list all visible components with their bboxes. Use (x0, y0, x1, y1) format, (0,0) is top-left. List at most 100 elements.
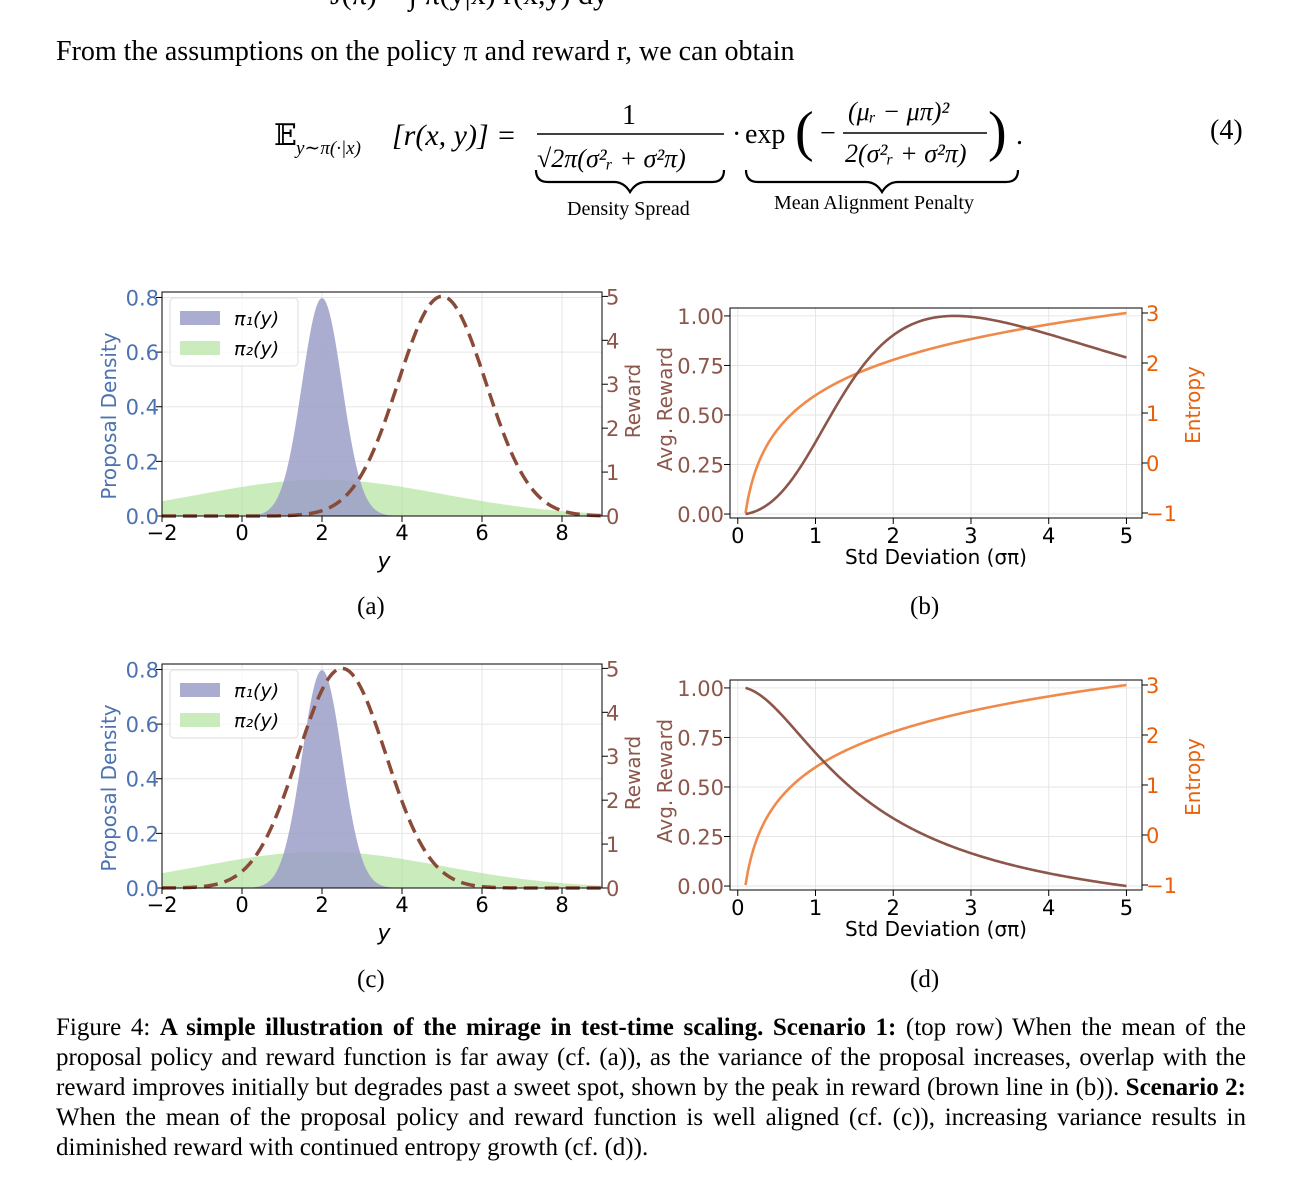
y-left-axis-label: Avg. Reward (653, 347, 677, 471)
y-right-tick-label: −1 (1146, 502, 1177, 526)
brace-label-density: Density Spread (567, 198, 690, 220)
legend-pi2-label: π₂(y) (234, 710, 279, 732)
eq-exp: exp (745, 119, 785, 150)
y-right-tick-label: 1 (1146, 774, 1159, 798)
y-right-tick-label: 5 (606, 285, 619, 309)
legend-pi2-swatch (180, 713, 220, 727)
subfig-label-d: (d) (910, 966, 940, 993)
avg-reward-line (745, 686, 1127, 888)
eq-expectation: 𝔼 (274, 119, 297, 152)
y-right-tick-label: 2 (606, 417, 619, 441)
y-right-tick-label: 0 (606, 505, 619, 529)
cut-off-equation: J(π) = ∫ π(y|x) r(x,y) dy (330, 0, 608, 12)
eq-exp-num: (μᵣ − μπ)² (848, 97, 950, 126)
y-left-tick-label: 0.50 (677, 404, 724, 428)
x-tick-label: −2 (147, 521, 178, 545)
eq-paren-left: ( (795, 101, 814, 163)
y-left-tick-label: 1.00 (677, 305, 724, 329)
y-left-axis-label: Proposal Density (97, 332, 121, 499)
x-tick-label: 0 (731, 524, 744, 548)
x-tick-label: 6 (475, 521, 488, 545)
x-tick-label: 0 (235, 893, 248, 917)
entropy-line (744, 683, 1127, 886)
x-axis-label: Std Deviation (σπ) (845, 545, 1027, 569)
eq-frac-num: 1 (622, 100, 636, 131)
y-right-tick-label: 2 (1146, 352, 1159, 376)
y-left-axis-label: Avg. Reward (653, 719, 677, 843)
y-left-tick-label: 0.25 (677, 454, 724, 478)
y-right-tick-label: 3 (606, 373, 619, 397)
y-left-tick-label: 0.2 (126, 450, 159, 474)
y-right-axis-label: Entropy (1181, 738, 1205, 816)
y-right-tick-label: 2 (1146, 724, 1159, 748)
y-left-tick-label: 0.4 (126, 396, 159, 420)
entropy-line (744, 311, 1127, 514)
caption-scenario2-label: Scenario 2: (1125, 1074, 1246, 1101)
y-left-tick-label: 0.25 (677, 826, 724, 850)
y-right-tick-label: 2 (606, 789, 619, 813)
x-tick-label: 2 (315, 893, 328, 917)
y-left-tick-label: 0.2 (126, 822, 159, 846)
equation-4: 𝔼 y∼π(·|x) [r(x, y)] = 1 √2π(σ²ᵣ + σ²π) … (274, 97, 1023, 220)
x-tick-label: 4 (1042, 524, 1055, 548)
y-left-tick-label: 0.4 (126, 768, 159, 792)
brace-density-spread (534, 169, 726, 195)
intro-sentence: From the assumptions on the policy π and… (56, 36, 795, 67)
caption-title: A simple illustration of the mirage in t… (159, 1014, 764, 1041)
x-tick-label: 3 (964, 896, 977, 920)
pi2-density-area (162, 479, 602, 516)
x-tick-label: 8 (555, 893, 568, 917)
caption-scenario2-text: When the mean of the proposal policy and… (56, 1104, 1246, 1161)
y-left-tick-label: 0.8 (126, 286, 159, 310)
pi2-density-area (162, 851, 602, 888)
x-tick-label: 6 (475, 893, 488, 917)
y-left-tick-label: 0.00 (677, 875, 724, 899)
subfig-label-c: (c) (357, 966, 385, 993)
y-left-tick-label: 0.50 (677, 776, 724, 800)
y-right-tick-label: 4 (606, 701, 619, 725)
eq-dot: · (732, 119, 741, 150)
eq-trail: . (1016, 120, 1023, 151)
x-tick-label: 2 (887, 896, 900, 920)
x-tick-label: 4 (1042, 896, 1055, 920)
y-left-tick-label: 0.75 (677, 354, 724, 378)
y-right-tick-label: 4 (606, 329, 619, 353)
legend: π₁(y) π₂(y) (169, 669, 299, 739)
caption-prefix: Figure 4: (56, 1014, 160, 1041)
y-right-tick-label: 3 (606, 745, 619, 769)
legend-pi1-swatch (180, 311, 220, 325)
eq-minus: − (820, 118, 836, 149)
legend: π₁(y) π₂(y) (169, 297, 299, 367)
y-right-tick-label: 0 (1146, 452, 1159, 476)
y-right-tick-label: 1 (606, 833, 619, 857)
y-left-tick-label: 1.00 (677, 677, 724, 701)
legend-pi1-label: π₁(y) (234, 680, 279, 702)
x-tick-label: 2 (315, 521, 328, 545)
x-tick-label: 5 (1120, 524, 1133, 548)
x-axis-label: y (376, 921, 391, 946)
y-right-tick-label: 1 (1146, 402, 1159, 426)
caption-scenario1-text: (top row) When the mean of the proposal … (56, 1014, 1247, 1101)
y-left-tick-label: 0.8 (126, 658, 159, 682)
eq-lhs-arg: [r(x, y)] = (392, 119, 516, 152)
x-tick-label: 4 (395, 521, 408, 545)
y-left-axis-label: Proposal Density (97, 704, 121, 871)
y-right-tick-label: 3 (1146, 674, 1159, 698)
y-left-tick-label: 0.6 (126, 341, 159, 365)
x-tick-label: 0 (731, 896, 744, 920)
x-tick-label: 4 (395, 893, 408, 917)
figure-caption: Figure 4: A simple illustration of the m… (56, 1013, 1246, 1163)
y-left-tick-label: 0.0 (126, 505, 159, 529)
y-right-axis-label: Reward (621, 736, 645, 810)
y-right-axis-label: Entropy (1181, 366, 1205, 444)
y-right-tick-label: 5 (606, 657, 619, 681)
y-left-tick-label: 0.75 (677, 726, 724, 750)
x-tick-label: 8 (555, 521, 568, 545)
legend-pi2-swatch (180, 341, 220, 355)
legend-pi2-label: π₂(y) (234, 338, 279, 360)
brace-mean-alignment (744, 169, 1020, 195)
subfig-label-b: (b) (910, 593, 940, 620)
plot-frame (161, 663, 603, 889)
